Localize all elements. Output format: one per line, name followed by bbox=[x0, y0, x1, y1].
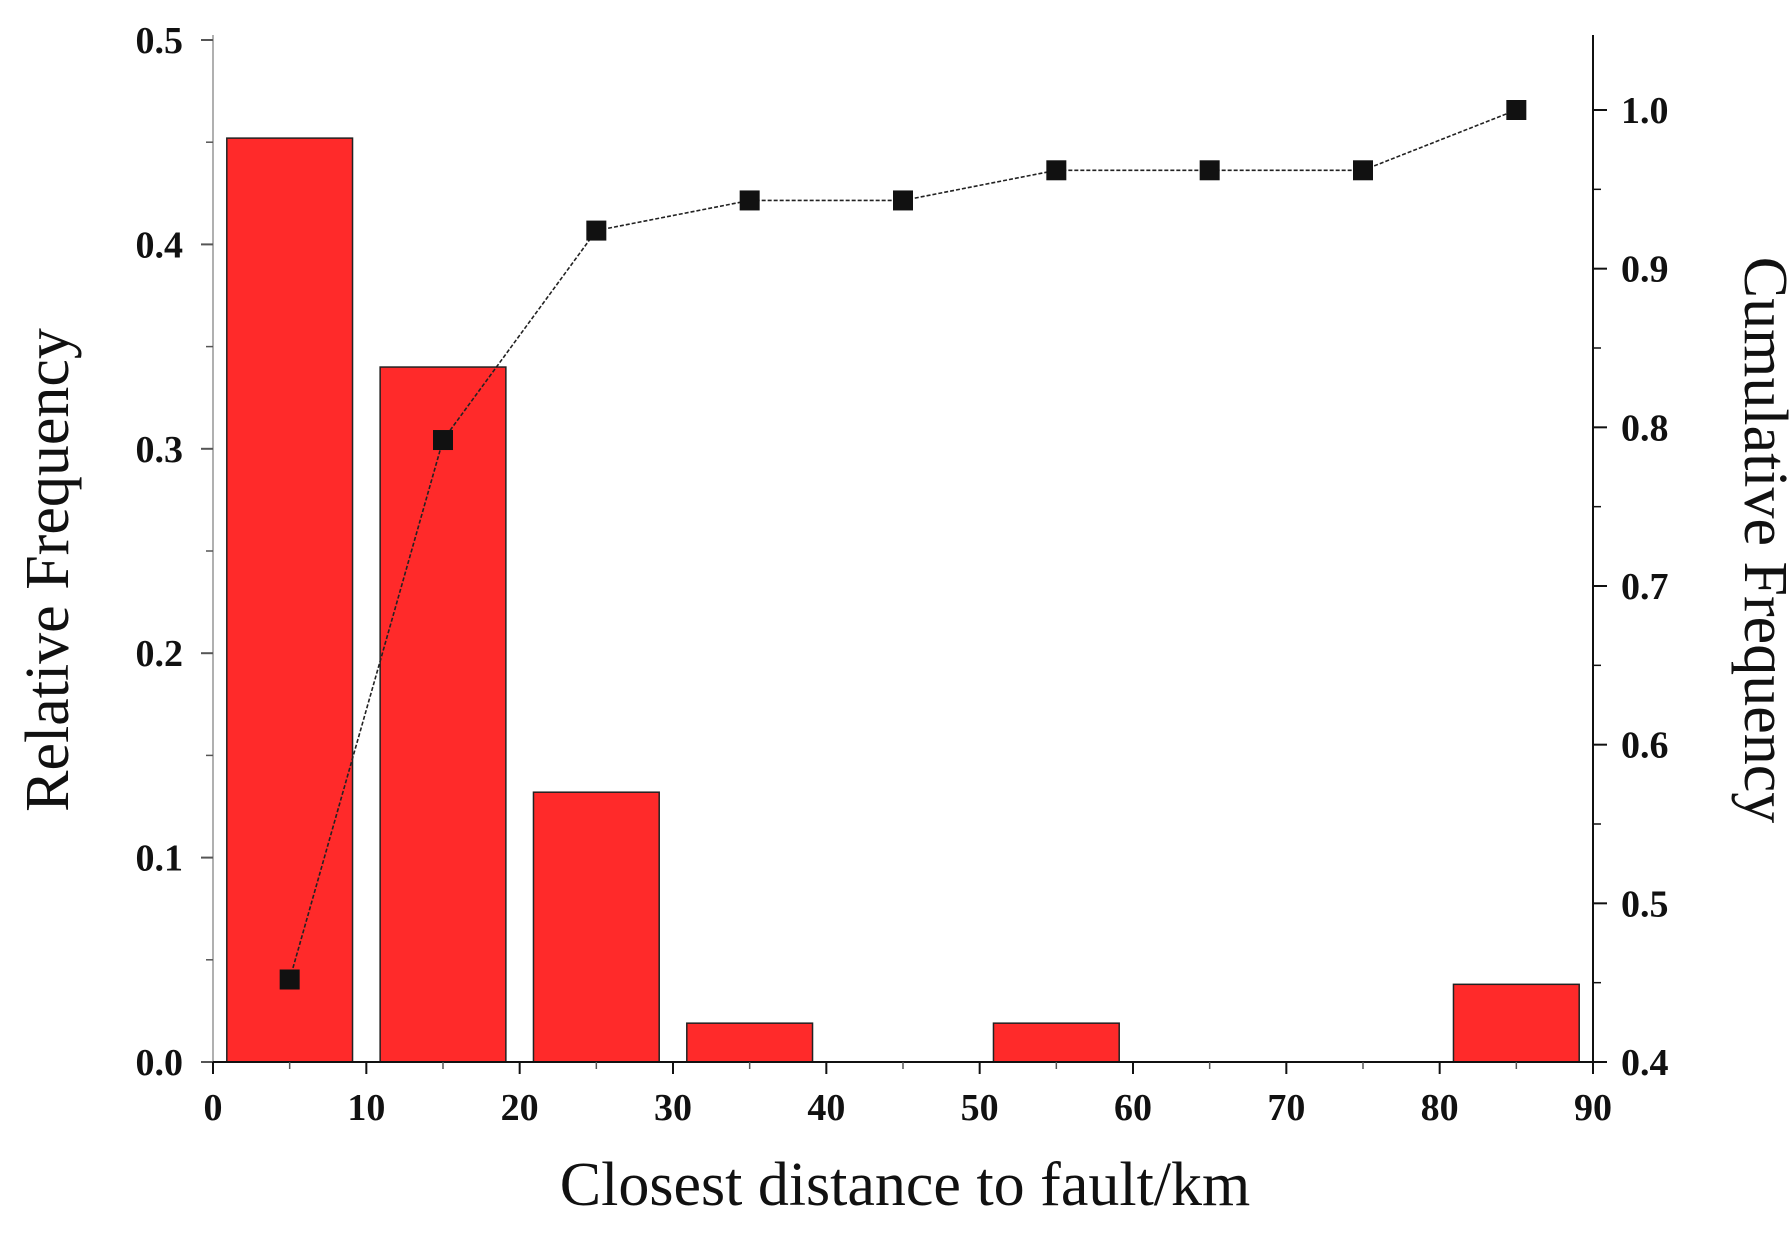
x-tick-label-7: 70 bbox=[1267, 1087, 1305, 1129]
y2-tick-label-3: 0.7 bbox=[1621, 566, 1669, 608]
x-tick-label-5: 50 bbox=[961, 1087, 999, 1129]
y-tick-label-1: 0.1 bbox=[136, 838, 184, 880]
y-tick-label-0: 0.0 bbox=[136, 1042, 184, 1084]
cumulative-point-2 bbox=[586, 220, 607, 241]
axes: 0.0 0.1 0.2 0.3 0.4 0.5 0.4 0.5 0.6 0.7 0.8 0.9 1.0 0… bbox=[136, 20, 1669, 1129]
cumulative-line-segment-2 bbox=[596, 199, 750, 232]
bar-1 bbox=[379, 366, 507, 1063]
cumulative-point-5 bbox=[1046, 160, 1067, 181]
y2-tick-label-2: 0.6 bbox=[1621, 725, 1669, 767]
cumulative-point-8 bbox=[1506, 100, 1527, 120]
x-tick-label-2: 20 bbox=[501, 1087, 539, 1129]
y2-tick-label-4: 0.8 bbox=[1621, 407, 1669, 449]
x-axis-title: Closest distance to fault/km bbox=[560, 1151, 1251, 1219]
cumulative-point-6 bbox=[1199, 160, 1220, 181]
x-tick-label-1: 10 bbox=[347, 1087, 385, 1129]
y-tick-label-2: 0.2 bbox=[136, 633, 184, 675]
cumulative-point-1 bbox=[433, 430, 453, 451]
bar-4 bbox=[992, 1022, 1120, 1063]
x-tick-label-4: 40 bbox=[807, 1087, 845, 1129]
bar-2 bbox=[532, 791, 660, 1063]
x-tick-label-6: 60 bbox=[1114, 1087, 1152, 1129]
y2-tick-label-1: 0.5 bbox=[1621, 883, 1669, 925]
cumulative-point-7 bbox=[1353, 160, 1373, 181]
cumulative-point-0 bbox=[279, 969, 300, 990]
cumulative-point-3 bbox=[739, 190, 760, 211]
y2-tick-label-0: 0.4 bbox=[1621, 1042, 1669, 1084]
x-tick-label-8: 80 bbox=[1421, 1087, 1459, 1129]
y-axis-title: Relative Frequency bbox=[14, 328, 82, 812]
bar-5 bbox=[1452, 983, 1580, 1063]
cumulative-line-segment-7 bbox=[1362, 109, 1517, 172]
cumulative-line-segment-0 bbox=[288, 439, 444, 980]
y-tick-label-3: 0.3 bbox=[136, 429, 184, 471]
y2-tick-label-5: 0.9 bbox=[1621, 249, 1669, 291]
bar-3 bbox=[686, 1022, 814, 1063]
x-tick-label-9: 90 bbox=[1574, 1087, 1612, 1129]
cumulative-point-4 bbox=[893, 190, 913, 211]
y2-axis-title: Cumulative Frequency bbox=[1731, 257, 1791, 823]
x-tick-label-3: 30 bbox=[654, 1087, 692, 1129]
bar-0 bbox=[226, 137, 354, 1063]
y-tick-label-4: 0.4 bbox=[136, 224, 184, 266]
plot-area bbox=[226, 100, 1580, 1063]
cumulative-line-segment-1 bbox=[442, 230, 597, 441]
y2-tick-label-6: 1.0 bbox=[1621, 90, 1669, 132]
cumulative-line-segment-4 bbox=[902, 169, 1057, 202]
y-tick-label-5: 0.5 bbox=[136, 20, 184, 62]
x-tick-label-0: 0 bbox=[204, 1087, 223, 1129]
